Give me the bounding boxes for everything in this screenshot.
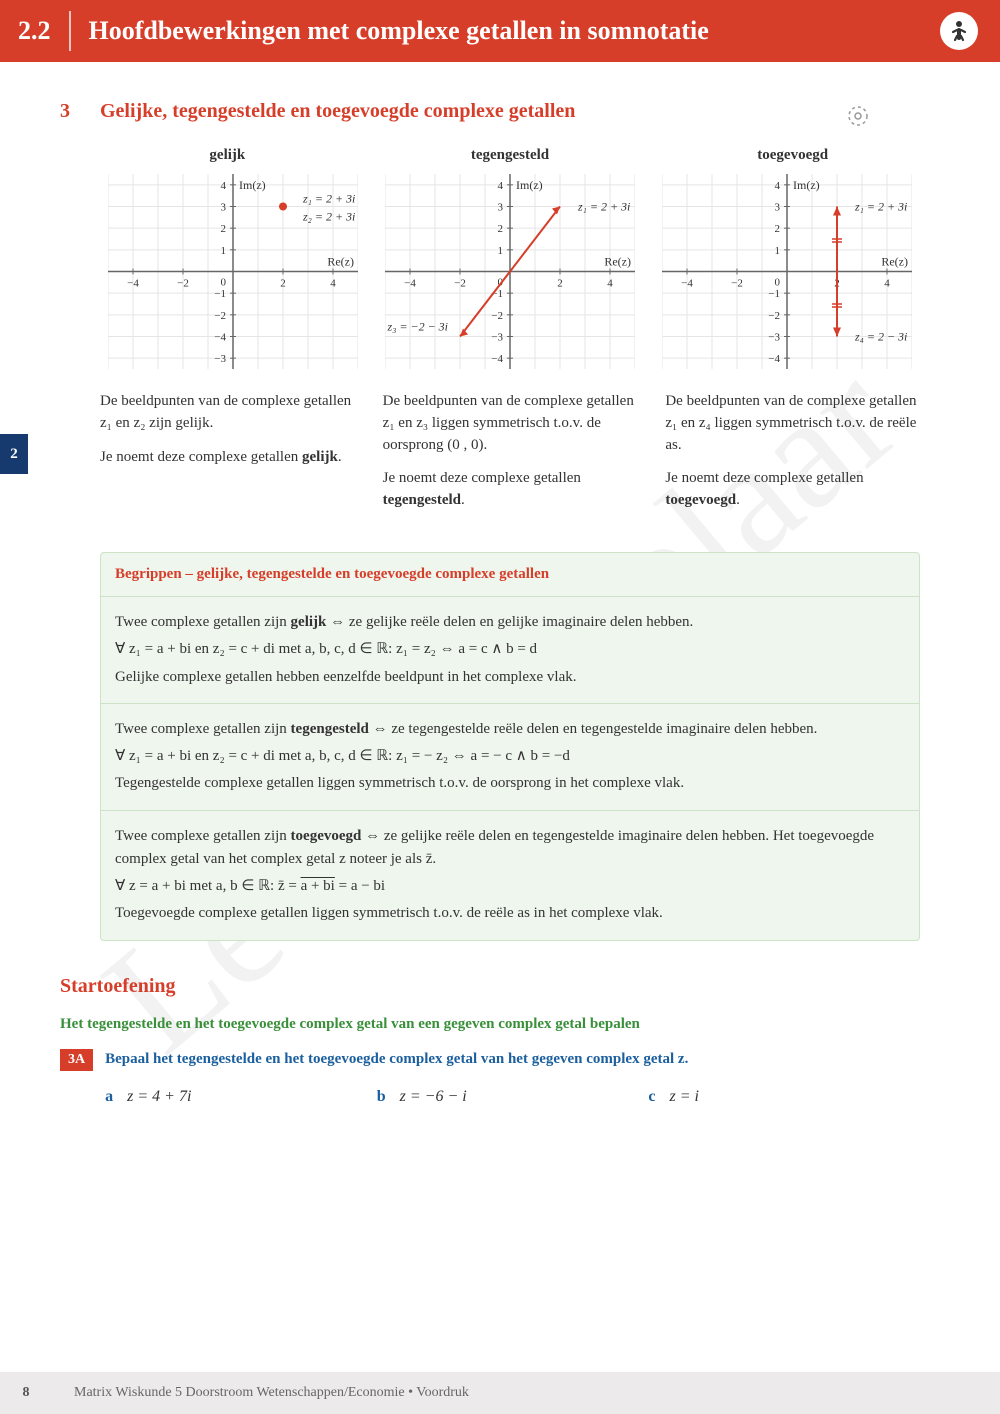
concept-title: Begrippen – gelijke, tegengestelde en to… [101,553,919,597]
svg-text:−4: −4 [769,353,781,365]
chapter-title: Hoofdbewerkingen met complexe getallen i… [71,16,709,46]
desc1-p1: De beeldpunten van de complexe getallen … [100,391,355,435]
svg-text:0: 0 [220,277,226,289]
chapter-header: 2.2 Hoofdbewerkingen met complexe getall… [0,0,1000,62]
footer: 8 Matrix Wiskunde 5 Doorstroom Wetenscha… [0,1372,1000,1414]
svg-text:1: 1 [497,245,503,257]
desc3-p2: Je noemt deze complexe getallen toegevoe… [665,468,920,512]
option-b: bz = −6 − i [377,1088,649,1106]
svg-text:−4: −4 [404,278,416,290]
desc2-p2: Je noemt deze complexe getallen tegenges… [383,468,638,512]
svg-text:z₁ = 2 + 3i: z₁ = 2 + 3i [854,200,907,214]
svg-text:−2: −2 [491,310,503,322]
svg-text:2: 2 [557,278,563,290]
col-title-tegengesteld: tegengesteld [383,147,638,164]
svg-text:2: 2 [220,223,226,235]
column-titles: gelijk tegengesteld toegevoegd [100,147,920,164]
svg-text:Im(z): Im(z) [516,178,543,192]
svg-text:4: 4 [330,278,336,290]
svg-text:z₄ = 2 − 3i: z₄ = 2 − 3i [854,330,907,344]
svg-text:−3: −3 [214,353,226,365]
svg-text:2: 2 [775,223,781,235]
svg-text:3: 3 [497,202,503,214]
col-title-toegevoegd: toegevoegd [665,147,920,164]
col-title-gelijk: gelijk [100,147,355,164]
desc3-p1: De beeldpunten van de complexe getallen … [665,391,920,456]
svg-text:4: 4 [775,180,781,192]
svg-text:3: 3 [775,202,781,214]
svg-text:z₁ = 2 + 3i: z₁ = 2 + 3i [577,200,630,214]
svg-text:−2: −2 [731,278,743,290]
exercise-question: Bepaal het tegengestelde en het toegevoe… [105,1049,785,1070]
concept-sec-tegengesteld: Twee complexe getallen zijn tegengesteld… [101,704,919,811]
charts-row: −4 −2 2 4 1 2 3 4 −1 −2 −4 −3 0 Im(z) Re(z) z₁ = 2 + 3i… [100,174,920,369]
svg-text:4: 4 [607,278,613,290]
svg-text:4: 4 [885,278,891,290]
option-a: az = 4 + 7i [105,1088,377,1106]
chart-toegevoegd: −4−2241234−1−2−3−40Im(z)Re(z)z₁ = 2 + 3i… [662,174,912,369]
svg-text:−2: −2 [769,310,781,322]
svg-text:−2: −2 [214,310,226,322]
exercise-row: 3A Bepaal het tegengestelde en het toege… [60,1049,920,1106]
svg-text:4: 4 [497,180,503,192]
desc-col-3: De beeldpunten van de complexe getallen … [665,391,920,524]
svg-text:−3: −3 [769,332,781,344]
svg-text:−4: −4 [127,278,139,290]
option-c: cz = i [648,1088,920,1106]
svg-text:−2: −2 [454,278,466,290]
startoefening-subtitle: Het tegengestelde en het toegevoegde com… [60,1016,760,1033]
concept-box: Begrippen – gelijke, tegengestelde en to… [100,552,920,941]
svg-text:2: 2 [497,223,503,235]
svg-text:−1: −1 [769,288,781,300]
page-number: 8 [0,1385,52,1401]
exercise-badge: 3A [60,1049,93,1071]
svg-text:−4: −4 [491,353,503,365]
footer-text: Matrix Wiskunde 5 Doorstroom Wetenschapp… [74,1385,469,1401]
concept-sec-toegevoegd: Twee complexe getallen zijn toegevoegd ⇔… [101,811,919,940]
svg-text:z₁ = 2 + 3i: z₁ = 2 + 3i [302,192,355,206]
svg-text:−1: −1 [214,288,226,300]
desc-col-1: De beeldpunten van de complexe getallen … [100,391,355,524]
svg-text:0: 0 [775,277,781,289]
svg-text:Re(z): Re(z) [327,255,354,269]
svg-text:z₂ = 2 + 3i: z₂ = 2 + 3i [302,210,355,224]
svg-text:−4: −4 [681,278,693,290]
svg-text:1: 1 [775,245,781,257]
subsection-title: Gelijke, tegengestelde en toegevoegde co… [100,100,575,123]
svg-text:z₃ = −2 − 3i: z₃ = −2 − 3i [387,320,448,334]
svg-text:4: 4 [220,180,226,192]
svg-text:2: 2 [280,278,286,290]
svg-text:Re(z): Re(z) [604,255,631,269]
svg-text:−4: −4 [214,332,226,344]
desc-col-2: De beeldpunten van de complexe getallen … [383,391,638,524]
startoefening-heading: Startoefening [60,975,920,998]
exercise-options: az = 4 + 7i bz = −6 − i cz = i [105,1088,920,1106]
subsection-number: 3 [60,100,100,123]
svg-text:Re(z): Re(z) [882,255,909,269]
desc2-p1: De beeldpunten van de complexe getallen … [383,391,638,456]
svg-text:1: 1 [220,245,226,257]
chart-gelijk: −4 −2 2 4 1 2 3 4 −1 −2 −4 −3 0 Im(z) Re(z) z₁ = 2 + 3i… [108,174,358,369]
description-columns: De beeldpunten van de complexe getallen … [100,391,920,524]
svg-text:Im(z): Im(z) [239,178,266,192]
svg-text:3: 3 [220,202,226,214]
gear-icon [844,102,872,135]
svg-text:Im(z): Im(z) [793,178,820,192]
chart-tegengesteld: −4−2241234−1−2−3−40Im(z)Re(z)z₁ = 2 + 3i… [385,174,635,369]
side-tab: 2 [0,434,28,474]
info-icon [940,12,978,50]
section-number: 2.2 [0,11,71,51]
svg-text:−2: −2 [177,278,189,290]
desc1-p2: Je noemt deze complexe getallen gelijk. [100,447,355,469]
concept-sec-gelijk: Twee complexe getallen zijn gelijk ⇔ ze … [101,597,919,704]
svg-text:−3: −3 [491,332,503,344]
